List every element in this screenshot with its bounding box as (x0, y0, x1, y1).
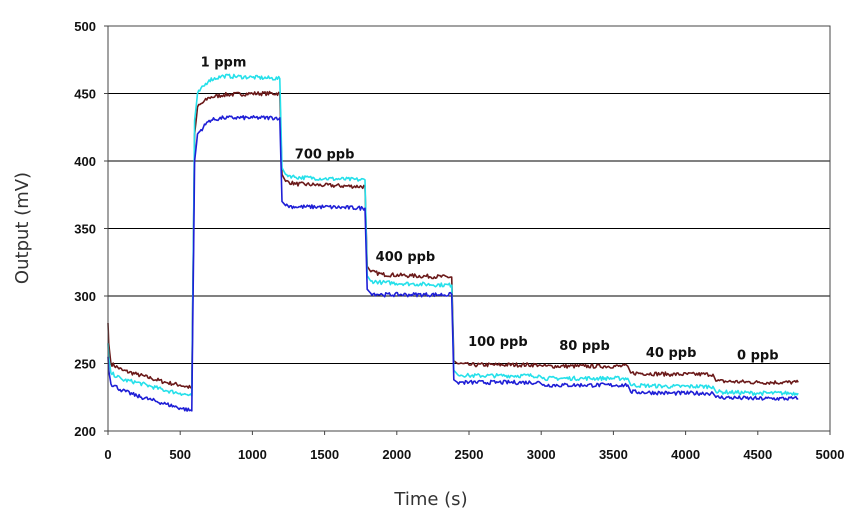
annotation-0: 1 ppm (201, 56, 247, 71)
y-tick-label-3: 350 (74, 222, 96, 237)
series-line-0 (107, 90, 799, 389)
annotation-1: 700 ppb (295, 147, 355, 162)
x-tick-label-7: 3500 (599, 447, 628, 462)
annotations: 1 ppm 700 ppb 400 ppb 100 ppb 80 ppb 40 ppb 0 … (201, 56, 779, 364)
x-axis-label: Time (s) (393, 489, 467, 510)
x-tick-label-5: 2500 (455, 447, 484, 462)
annotation-5: 40 ppb (646, 346, 697, 361)
x-tick-label-4: 2000 (382, 447, 411, 462)
x-tick-label-6: 3000 (527, 447, 556, 462)
annotation-4: 80 ppb (559, 339, 610, 354)
y-tick-label-2: 300 (74, 289, 96, 304)
x-tick-label-3: 1500 (310, 447, 339, 462)
x-tick-label-8: 4000 (671, 447, 700, 462)
x-ticks: 0 500 1000 1500 2000 2500 3000 3500 4000 4500 5000 (104, 431, 844, 462)
annotation-2: 400 ppb (376, 250, 436, 265)
y-tick-label-0: 200 (74, 424, 96, 439)
series-line-2 (107, 115, 799, 412)
x-tick-label-10: 5000 (816, 447, 845, 462)
x-tick-label-0: 0 (104, 447, 111, 462)
y-tick-label-4: 400 (74, 154, 96, 169)
y-axis-label: Output (mV) (12, 172, 33, 284)
annotation-6: 0 ppb (737, 348, 779, 363)
y-ticks: 200 250 300 350 400 450 500 (74, 19, 108, 439)
x-tick-label-2: 1000 (238, 447, 267, 462)
x-tick-label-1: 500 (169, 447, 191, 462)
y-tick-label-6: 500 (74, 19, 96, 34)
series-line-1 (107, 73, 799, 397)
y-tick-label-5: 450 (74, 87, 96, 102)
y-tick-label-1: 250 (74, 357, 96, 372)
grid-lines (108, 93, 830, 364)
x-tick-label-9: 4500 (743, 447, 772, 462)
annotation-3: 100 ppb (468, 335, 528, 350)
series-group (107, 73, 799, 412)
